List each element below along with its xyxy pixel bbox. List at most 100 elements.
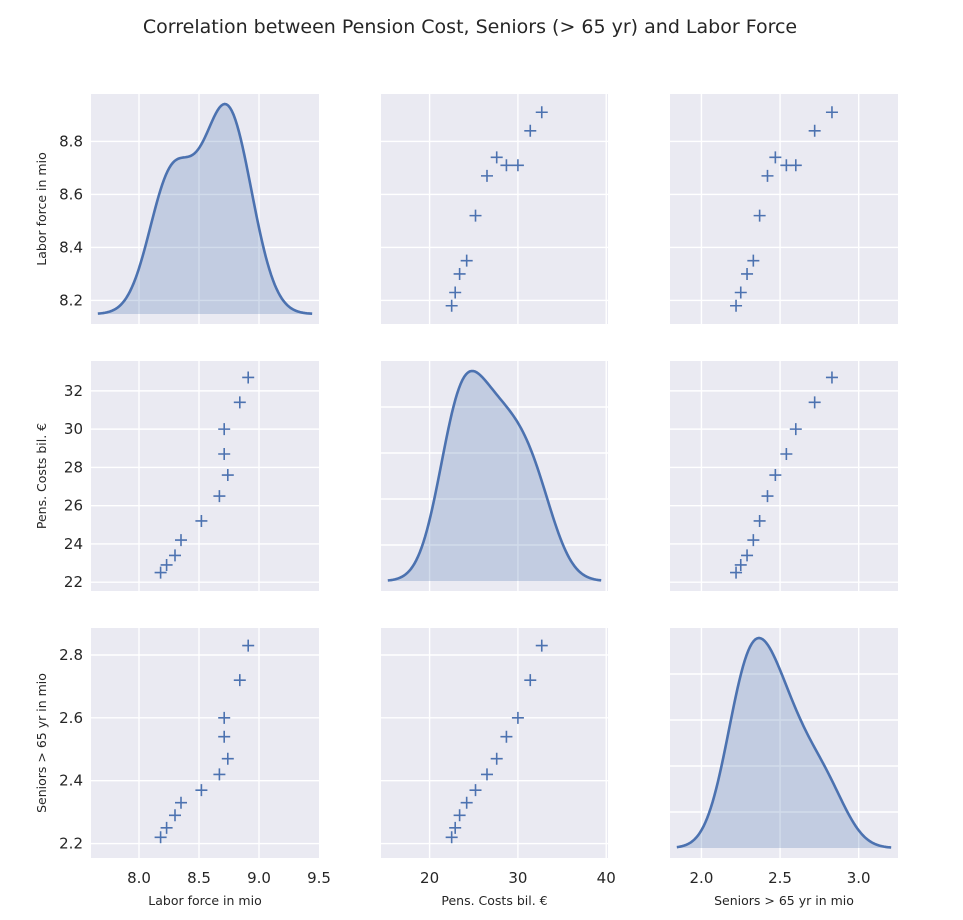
y-tick-label-pension: 30 <box>64 420 83 438</box>
data-point-seniors-labor-1 <box>734 286 747 299</box>
data-point-seniors-labor-6 <box>769 151 782 164</box>
data-point-seniors-labor-10 <box>825 106 838 119</box>
y-axis-label-seniors: Seniors > 65 yr in mio <box>34 673 49 813</box>
panel-pension-vs-pension <box>381 361 608 591</box>
panel-labor-vs-seniors <box>670 94 898 324</box>
data-point-seniors-labor-8 <box>789 159 802 172</box>
panel-background <box>381 94 608 324</box>
data-point-pension-labor-4 <box>469 209 482 222</box>
panel-background <box>670 628 898 858</box>
panel-seniors-vs-seniors: 2.0 2.5 3.0 Seniors > 65 yr in mio <box>670 628 898 908</box>
data-point-labor-seniors-8 <box>218 711 231 724</box>
kde-line-seniors <box>676 636 892 849</box>
data-point-pension-seniors-7 <box>500 730 513 743</box>
data-point-pension-seniors-3 <box>460 796 473 809</box>
x-tick-label-seniors: 2.0 <box>690 869 714 887</box>
y-tick-label-pension: 26 <box>64 497 83 515</box>
panel-background <box>670 361 898 591</box>
data-point-pension-labor-9 <box>524 124 537 137</box>
data-point-pension-labor-5 <box>480 169 493 182</box>
x-tick-label-pension: 40 <box>597 869 616 887</box>
data-point-pension-seniors-4 <box>469 784 482 797</box>
data-point-seniors-pension-8 <box>789 423 802 436</box>
y-tick-label-labor: 8.2 <box>59 291 83 309</box>
x-tick-label-labor: 8.0 <box>127 869 151 887</box>
data-point-seniors-labor-2 <box>741 267 754 280</box>
x-tick-label-labor: 9.0 <box>247 869 271 887</box>
y-tick-label-labor: 8.4 <box>59 238 83 256</box>
y-tick-label-pension: 28 <box>64 458 83 476</box>
data-point-pension-seniors-10 <box>535 639 548 652</box>
panel-background <box>381 628 608 858</box>
data-point-labor-pension-8 <box>218 423 231 436</box>
data-point-pension-labor-1 <box>449 286 462 299</box>
x-tick-label-seniors: 2.5 <box>768 869 792 887</box>
panel-pension-vs-labor: 22 24 26 28 30 32 Pens. Costs bil. € <box>34 361 319 591</box>
panel-labor-vs-pension <box>381 94 608 324</box>
data-point-pension-labor-0 <box>445 299 458 312</box>
data-point-pension-seniors-0 <box>445 831 458 844</box>
data-point-seniors-labor-4 <box>753 209 766 222</box>
kde-area-pension <box>387 371 602 581</box>
data-point-labor-pension-2 <box>169 549 181 562</box>
data-point-labor-seniors-9 <box>233 674 246 687</box>
data-point-labor-pension-6 <box>221 469 234 482</box>
data-point-seniors-pension-3 <box>747 534 760 547</box>
y-axis-label-pension: Pens. Costs bil. € <box>34 423 49 529</box>
panels-grid: 8.2 8.4 8.6 8.8 Labor force in mio 22 24 26 28 30… <box>34 94 898 908</box>
data-point-seniors-labor-5 <box>761 169 774 182</box>
data-point-labor-seniors-6 <box>221 752 234 765</box>
y-tick-label-pension: 32 <box>64 382 83 400</box>
data-point-seniors-pension-6 <box>769 469 782 482</box>
y-tick-label-pension: 24 <box>64 535 83 553</box>
x-axis-label-pension: Pens. Costs bil. € <box>441 893 547 908</box>
data-point-seniors-pension-9 <box>808 396 821 409</box>
data-point-labor-seniors-2 <box>169 809 181 822</box>
panel-background <box>91 94 319 324</box>
data-point-labor-seniors-4 <box>195 784 208 797</box>
data-point-seniors-pension-1 <box>734 558 747 571</box>
data-point-seniors-labor-0 <box>730 299 743 312</box>
data-point-labor-pension-10 <box>242 371 255 384</box>
x-tick-label-pension: 30 <box>508 869 527 887</box>
y-axis-label-labor: Labor force in mio <box>34 152 49 265</box>
kde-area-seniors <box>676 638 892 848</box>
data-point-seniors-pension-2 <box>741 549 754 562</box>
y-tick-label-labor: 8.6 <box>59 185 83 203</box>
x-tick-label-seniors: 3.0 <box>847 869 871 887</box>
data-point-labor-seniors-0 <box>154 831 167 844</box>
data-point-pension-labor-8 <box>511 159 524 172</box>
data-point-labor-pension-4 <box>195 514 208 527</box>
data-point-labor-seniors-3 <box>175 796 187 809</box>
x-tick-label-pension: 20 <box>420 869 439 887</box>
y-tick-label-seniors: 2.2 <box>59 835 83 853</box>
y-tick-label-pension: 22 <box>64 573 83 591</box>
data-point-pension-labor-7 <box>500 159 513 172</box>
x-tick-label-labor: 9.5 <box>307 869 331 887</box>
y-tick-label-seniors: 2.6 <box>59 709 83 727</box>
kde-area-labor <box>97 104 313 314</box>
panel-seniors-vs-labor: 2.2 2.4 2.6 2.8 Seniors > 65 yr in mio 8.0 8.5… <box>34 628 331 908</box>
x-axis-label-seniors: Seniors > 65 yr in mio <box>714 893 854 908</box>
x-tick-label-labor: 8.5 <box>187 869 211 887</box>
kde-line-labor <box>97 102 313 315</box>
kde-line-pension <box>387 369 602 582</box>
chart-title: Correlation between Pension Cost, Senior… <box>143 16 797 38</box>
data-point-labor-pension-5 <box>213 490 226 503</box>
data-point-pension-seniors-8 <box>511 711 524 724</box>
panel-background <box>670 94 898 324</box>
panel-pension-vs-seniors <box>670 361 898 591</box>
panel-labor-vs-labor: 8.2 8.4 8.6 8.8 Labor force in mio <box>34 94 319 324</box>
data-point-labor-pension-3 <box>175 534 187 547</box>
data-point-labor-seniors-10 <box>242 639 255 652</box>
panel-seniors-vs-pension: 20 30 40 Pens. Costs bil. € <box>381 628 616 908</box>
y-tick-label-labor: 8.8 <box>59 132 83 150</box>
data-point-seniors-pension-4 <box>753 514 766 527</box>
data-point-labor-pension-7 <box>218 448 231 460</box>
x-axis-label-labor: Labor force in mio <box>148 893 261 908</box>
data-point-labor-seniors-5 <box>213 768 226 781</box>
data-point-seniors-pension-0 <box>730 566 743 579</box>
data-point-pension-labor-2 <box>453 267 466 280</box>
panel-background <box>91 361 319 591</box>
